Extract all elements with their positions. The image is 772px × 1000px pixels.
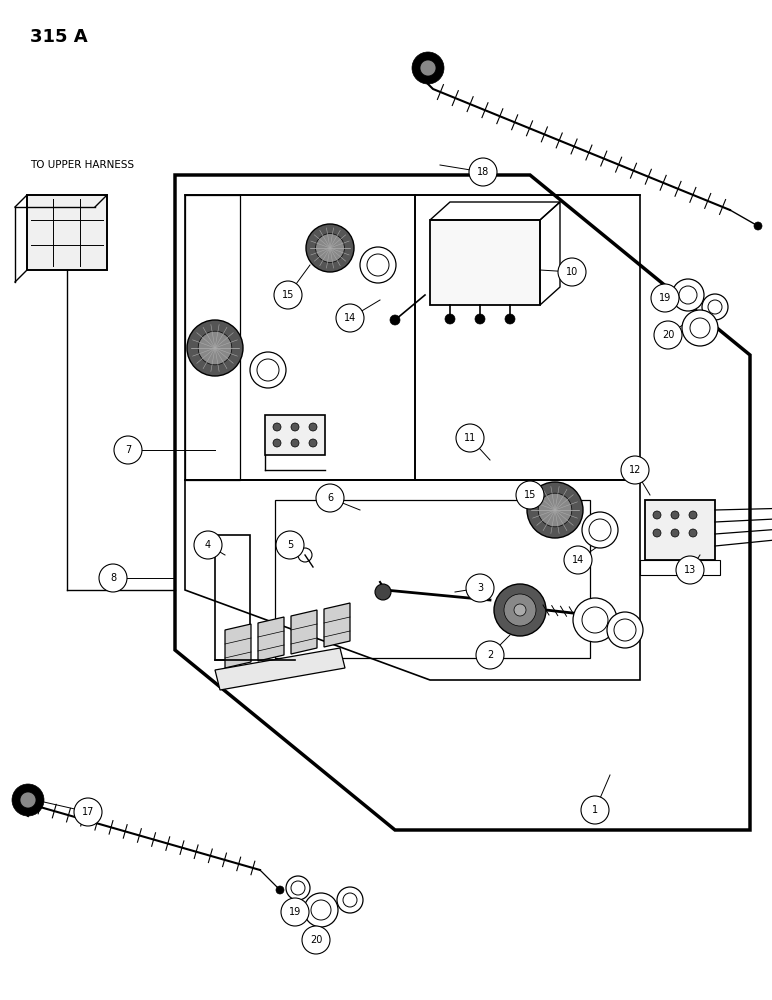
- Text: 18: 18: [477, 167, 489, 177]
- Circle shape: [564, 546, 592, 574]
- Circle shape: [309, 439, 317, 447]
- Circle shape: [291, 423, 299, 431]
- Circle shape: [582, 512, 618, 548]
- Text: 20: 20: [662, 330, 674, 340]
- Circle shape: [654, 321, 682, 349]
- Text: 4: 4: [205, 540, 211, 550]
- Text: 11: 11: [464, 433, 476, 443]
- Circle shape: [316, 234, 344, 262]
- Circle shape: [527, 482, 583, 538]
- Circle shape: [558, 258, 586, 286]
- Circle shape: [99, 564, 127, 592]
- Text: 19: 19: [289, 907, 301, 917]
- Circle shape: [466, 574, 494, 602]
- Circle shape: [621, 456, 649, 484]
- Circle shape: [250, 352, 286, 388]
- Circle shape: [671, 511, 679, 519]
- Circle shape: [390, 315, 400, 325]
- Circle shape: [538, 493, 572, 527]
- Circle shape: [456, 424, 484, 452]
- Circle shape: [187, 320, 243, 376]
- Circle shape: [581, 796, 609, 824]
- Polygon shape: [324, 603, 350, 647]
- Text: 12: 12: [629, 465, 642, 475]
- Text: 14: 14: [344, 313, 356, 323]
- Text: 315 A: 315 A: [30, 28, 88, 46]
- Circle shape: [74, 798, 102, 826]
- Polygon shape: [258, 617, 284, 661]
- Circle shape: [114, 436, 142, 464]
- Circle shape: [302, 926, 330, 954]
- Text: 14: 14: [572, 555, 584, 565]
- Circle shape: [702, 294, 728, 320]
- Text: 3: 3: [477, 583, 483, 593]
- Polygon shape: [430, 220, 540, 305]
- Circle shape: [194, 531, 222, 559]
- Circle shape: [682, 310, 718, 346]
- Circle shape: [672, 279, 704, 311]
- Circle shape: [336, 304, 364, 332]
- Polygon shape: [27, 195, 107, 270]
- Circle shape: [671, 529, 679, 537]
- Circle shape: [653, 529, 661, 537]
- Circle shape: [304, 893, 338, 927]
- Circle shape: [316, 484, 344, 512]
- Circle shape: [291, 439, 299, 447]
- Circle shape: [276, 531, 304, 559]
- Circle shape: [494, 584, 546, 636]
- Circle shape: [505, 314, 515, 324]
- Circle shape: [12, 784, 44, 816]
- Circle shape: [651, 284, 679, 312]
- Circle shape: [607, 612, 643, 648]
- Circle shape: [309, 423, 317, 431]
- Circle shape: [412, 52, 444, 84]
- Circle shape: [469, 158, 497, 186]
- Text: 19: 19: [659, 293, 671, 303]
- Circle shape: [653, 511, 661, 519]
- Circle shape: [306, 224, 354, 272]
- Circle shape: [475, 314, 485, 324]
- Text: 15: 15: [524, 490, 537, 500]
- Circle shape: [198, 331, 232, 365]
- Text: 1: 1: [592, 805, 598, 815]
- Text: 2: 2: [487, 650, 493, 660]
- Text: 20: 20: [310, 935, 322, 945]
- Text: 15: 15: [282, 290, 294, 300]
- Circle shape: [516, 481, 544, 509]
- Polygon shape: [265, 415, 325, 455]
- Text: 5: 5: [287, 540, 293, 550]
- Text: 7: 7: [125, 445, 131, 455]
- Polygon shape: [225, 624, 251, 668]
- Circle shape: [504, 594, 536, 626]
- Circle shape: [360, 247, 396, 283]
- Circle shape: [573, 598, 617, 642]
- Circle shape: [273, 423, 281, 431]
- Circle shape: [286, 876, 310, 900]
- Circle shape: [20, 792, 36, 808]
- Text: 8: 8: [110, 573, 116, 583]
- Circle shape: [274, 281, 302, 309]
- Circle shape: [337, 887, 363, 913]
- Circle shape: [476, 641, 504, 669]
- Circle shape: [276, 886, 284, 894]
- Circle shape: [676, 556, 704, 584]
- Text: 13: 13: [684, 565, 696, 575]
- Circle shape: [375, 584, 391, 600]
- Circle shape: [689, 529, 697, 537]
- Circle shape: [445, 314, 455, 324]
- Polygon shape: [291, 610, 317, 654]
- Polygon shape: [215, 648, 345, 690]
- Circle shape: [514, 604, 526, 616]
- Text: TO UPPER HARNESS: TO UPPER HARNESS: [30, 160, 134, 170]
- Circle shape: [298, 548, 312, 562]
- Text: 17: 17: [82, 807, 94, 817]
- Text: 6: 6: [327, 493, 333, 503]
- Polygon shape: [645, 500, 715, 560]
- Circle shape: [273, 439, 281, 447]
- Circle shape: [754, 222, 762, 230]
- Circle shape: [281, 898, 309, 926]
- Circle shape: [689, 511, 697, 519]
- Text: 10: 10: [566, 267, 578, 277]
- Circle shape: [420, 60, 436, 76]
